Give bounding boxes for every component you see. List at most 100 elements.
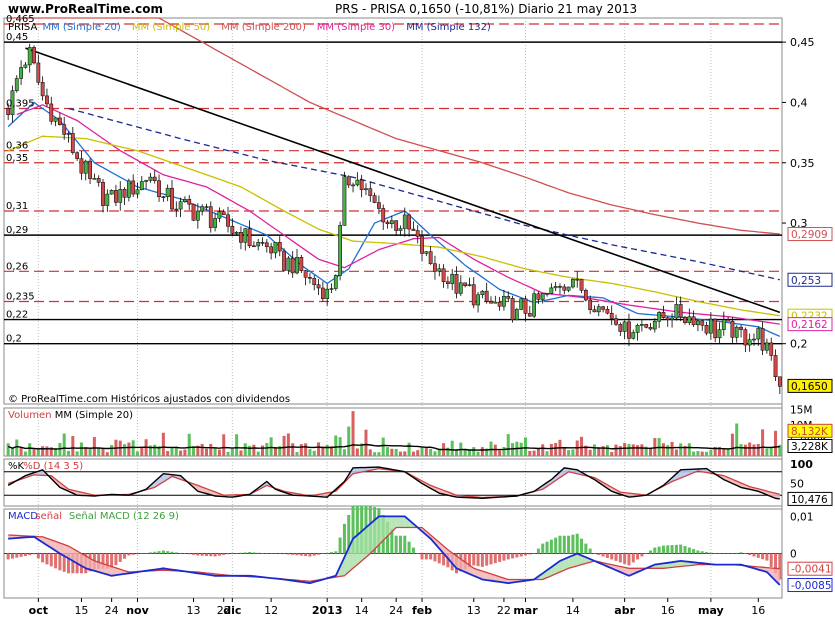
stochastic-fill bbox=[163, 473, 168, 482]
candle-body bbox=[346, 176, 351, 186]
volume-bar bbox=[567, 450, 571, 456]
candle-body bbox=[70, 133, 75, 153]
candle-body bbox=[411, 228, 416, 231]
stochastic-fill bbox=[547, 479, 552, 487]
stochastic-value-label-box bbox=[787, 491, 833, 506]
volume-bar bbox=[480, 447, 484, 456]
volume-bar bbox=[726, 448, 730, 456]
volume-bar bbox=[649, 448, 653, 456]
x-axis-label: nov bbox=[126, 604, 149, 617]
candle-body bbox=[441, 268, 446, 282]
volume-bar bbox=[105, 452, 109, 456]
candle-body bbox=[381, 208, 386, 223]
macd-histogram-bar bbox=[562, 535, 566, 554]
candle-body bbox=[502, 296, 506, 307]
candle-body bbox=[618, 324, 623, 332]
volume-bar bbox=[674, 449, 678, 456]
macd-histogram-bar bbox=[756, 553, 760, 558]
volume-bar bbox=[601, 446, 605, 456]
volume-bar bbox=[713, 446, 717, 456]
candle-body bbox=[320, 287, 325, 299]
macd-histogram-bar bbox=[144, 553, 148, 554]
macd-histogram-bar bbox=[49, 553, 53, 567]
macd-histogram-bar bbox=[549, 539, 553, 554]
volume-bar bbox=[433, 451, 437, 456]
volume-bar bbox=[166, 450, 170, 456]
macd-fill bbox=[98, 562, 103, 574]
candle-body bbox=[769, 342, 774, 356]
candle-body bbox=[114, 190, 118, 203]
macd-fill bbox=[771, 567, 776, 581]
candle-body bbox=[489, 300, 493, 304]
macd-fill bbox=[460, 559, 466, 573]
stochastic-fill bbox=[680, 469, 685, 479]
volume-bar bbox=[174, 446, 178, 456]
candle-body bbox=[592, 309, 597, 313]
volume-bar bbox=[403, 451, 407, 456]
macd-histogram-bar bbox=[752, 553, 756, 557]
macd-histogram-bar bbox=[696, 550, 700, 554]
macd-histogram-bar bbox=[429, 553, 433, 560]
macd-histogram-bar bbox=[705, 552, 709, 554]
macd-fill bbox=[64, 544, 69, 559]
macd-histogram-bar bbox=[329, 552, 333, 554]
macd-histogram-bar bbox=[265, 553, 269, 554]
candle-body bbox=[239, 232, 243, 243]
volume-bar bbox=[679, 443, 683, 456]
candle-body bbox=[126, 180, 131, 198]
candle-body bbox=[519, 298, 524, 310]
candle-body bbox=[377, 202, 381, 209]
price-tick-label: 0,35 bbox=[790, 157, 815, 170]
volume-bar bbox=[153, 444, 157, 456]
candle-body bbox=[605, 309, 610, 314]
candle-body bbox=[721, 319, 726, 330]
macd-histogram-bar bbox=[179, 553, 183, 554]
candle-body bbox=[527, 313, 532, 317]
candle-body bbox=[635, 324, 640, 333]
volume-bar bbox=[562, 447, 566, 456]
volume-legend-item: Volumen bbox=[8, 410, 52, 421]
volume-bar bbox=[230, 448, 234, 456]
site-logo[interactable]: www.ProRealTime.com bbox=[8, 2, 163, 16]
candle-body bbox=[303, 270, 308, 278]
macd-histogram-bar bbox=[58, 553, 62, 571]
macd-histogram-bar bbox=[683, 546, 687, 554]
volume-bar bbox=[506, 434, 510, 456]
candle-body bbox=[467, 284, 472, 287]
candle-body bbox=[148, 176, 153, 181]
volume-bar bbox=[502, 446, 506, 456]
candle-body bbox=[23, 64, 28, 68]
candle-body bbox=[415, 230, 420, 237]
macd-histogram-bar bbox=[200, 553, 204, 556]
macd-tick-label: 0,01 bbox=[790, 511, 813, 523]
volume-bar bbox=[424, 447, 428, 456]
candle-body bbox=[739, 326, 743, 330]
candle-body bbox=[32, 47, 36, 64]
volume-bar bbox=[36, 448, 40, 456]
candle-body bbox=[247, 228, 252, 247]
candle-body bbox=[19, 67, 23, 79]
candle-body bbox=[579, 279, 584, 291]
volume-bar bbox=[700, 451, 704, 456]
volume-bar bbox=[10, 447, 14, 456]
macd-fill bbox=[107, 565, 112, 576]
macd-histogram-bar bbox=[700, 551, 704, 554]
candle-body bbox=[183, 198, 187, 203]
macd-histogram-bar bbox=[761, 553, 765, 560]
macd-histogram-bar bbox=[502, 553, 506, 561]
volume-bar bbox=[476, 451, 480, 456]
moving-average-sma50 bbox=[7, 135, 780, 317]
volume-bar bbox=[101, 447, 105, 456]
macd-histogram-bar bbox=[170, 551, 174, 554]
candle-body bbox=[325, 288, 330, 299]
stochastic-fill bbox=[542, 482, 548, 490]
candle-body bbox=[122, 189, 127, 198]
volume-bar bbox=[41, 446, 45, 456]
copyright-note: © ProRealTime.com Históricos ajustados c… bbox=[8, 393, 290, 405]
macd-histogram-bar bbox=[161, 550, 165, 554]
panel-frame-stoch bbox=[3, 458, 783, 507]
candle-body bbox=[726, 319, 730, 322]
macd-histogram-bar bbox=[71, 553, 75, 574]
price-level-label: 0,26 bbox=[6, 261, 28, 272]
candle-body bbox=[10, 90, 15, 115]
